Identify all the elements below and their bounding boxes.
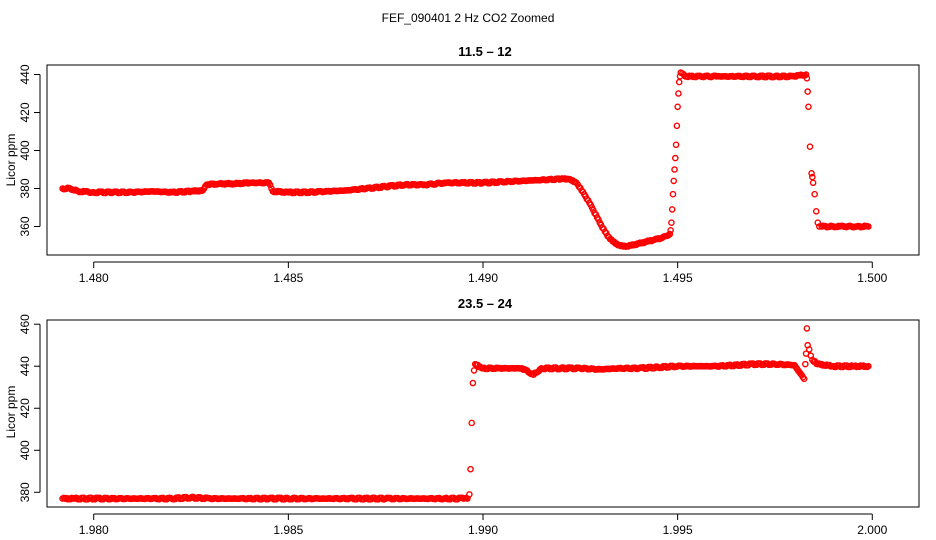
data-point xyxy=(814,219,822,226)
data-point xyxy=(805,103,812,111)
data-point xyxy=(865,223,872,230)
y-tick-label: 400 xyxy=(18,440,32,460)
data-point xyxy=(668,206,676,213)
y-tick-label: 440 xyxy=(18,356,32,376)
data-point xyxy=(804,88,811,95)
data-point xyxy=(672,154,679,162)
x-tick-label: 2.000 xyxy=(857,523,887,537)
data-point xyxy=(808,169,815,177)
x-tick-label: 1.490 xyxy=(468,271,498,285)
x-tick-label: 1.990 xyxy=(468,523,498,537)
panel-23-5-to-24: 23.5 – 24 Licor ppm 1.980 1.985 1.990 1.995… xyxy=(4,296,920,537)
data-point xyxy=(468,419,476,427)
data-point xyxy=(667,226,674,234)
data-point xyxy=(803,75,811,82)
data-point xyxy=(675,90,682,97)
x-tick-label: 1.995 xyxy=(663,523,693,537)
data-point xyxy=(811,190,818,198)
data-point xyxy=(466,491,473,498)
data-point xyxy=(469,379,477,387)
data-point xyxy=(800,375,808,383)
data-point xyxy=(802,71,810,78)
data-point xyxy=(675,78,683,86)
data-point xyxy=(595,216,602,223)
x-tick-label: 1.480 xyxy=(79,271,109,285)
data-point xyxy=(812,207,820,215)
data-point xyxy=(266,181,274,189)
data-point xyxy=(470,367,478,374)
y-tick-label: 400 xyxy=(18,140,32,160)
x-tick-label: 1.985 xyxy=(273,523,303,537)
data-point xyxy=(670,177,678,185)
x-tick-label: 1.495 xyxy=(663,271,693,285)
data-point xyxy=(467,465,474,473)
x-axis: 1.980 1.985 1.990 1.995 2.000 xyxy=(79,513,888,537)
y-axis: 380 400 420 440 460 xyxy=(18,314,41,502)
data-point xyxy=(805,346,813,353)
data-points xyxy=(59,69,872,250)
figure-title: FEF_090401 2 Hz CO2 Zoomed xyxy=(382,11,555,25)
panel-11-5-to-12: 11.5 – 12 Licor ppm 1.480 1.485 1.490 1.495… xyxy=(4,44,920,285)
y-tick-label: 460 xyxy=(18,314,32,334)
data-points xyxy=(59,325,872,503)
data-point xyxy=(674,103,681,111)
y-tick-label: 420 xyxy=(18,102,32,122)
panel-title: 23.5 – 24 xyxy=(458,296,513,311)
data-point xyxy=(806,143,814,150)
data-point xyxy=(803,325,811,332)
x-tick-label: 1.500 xyxy=(857,271,887,285)
x-axis: 1.480 1.485 1.490 1.495 1.500 xyxy=(79,261,888,285)
x-tick-label: 1.485 xyxy=(273,271,303,285)
x-tick-label: 1.980 xyxy=(79,523,109,537)
panel-title: 11.5 – 12 xyxy=(458,44,512,59)
y-axis-label: Licor ppm xyxy=(4,386,18,439)
y-tick-label: 380 xyxy=(18,482,32,502)
y-tick-label: 440 xyxy=(18,64,32,84)
y-tick-label: 360 xyxy=(18,216,32,236)
data-point xyxy=(671,166,678,173)
data-point xyxy=(673,122,681,130)
y-tick-label: 380 xyxy=(18,178,32,198)
data-point xyxy=(802,360,809,368)
data-point xyxy=(809,179,817,187)
data-point xyxy=(668,219,675,226)
data-point xyxy=(865,362,872,370)
data-point xyxy=(666,230,674,238)
data-point xyxy=(669,190,677,198)
plot-frame xyxy=(46,319,920,508)
y-tick-label: 420 xyxy=(18,398,32,418)
y-axis-label: Licor ppm xyxy=(4,134,18,187)
plot-frame xyxy=(46,64,920,256)
data-point xyxy=(672,141,680,149)
y-axis: 360 380 400 420 440 xyxy=(18,64,41,237)
